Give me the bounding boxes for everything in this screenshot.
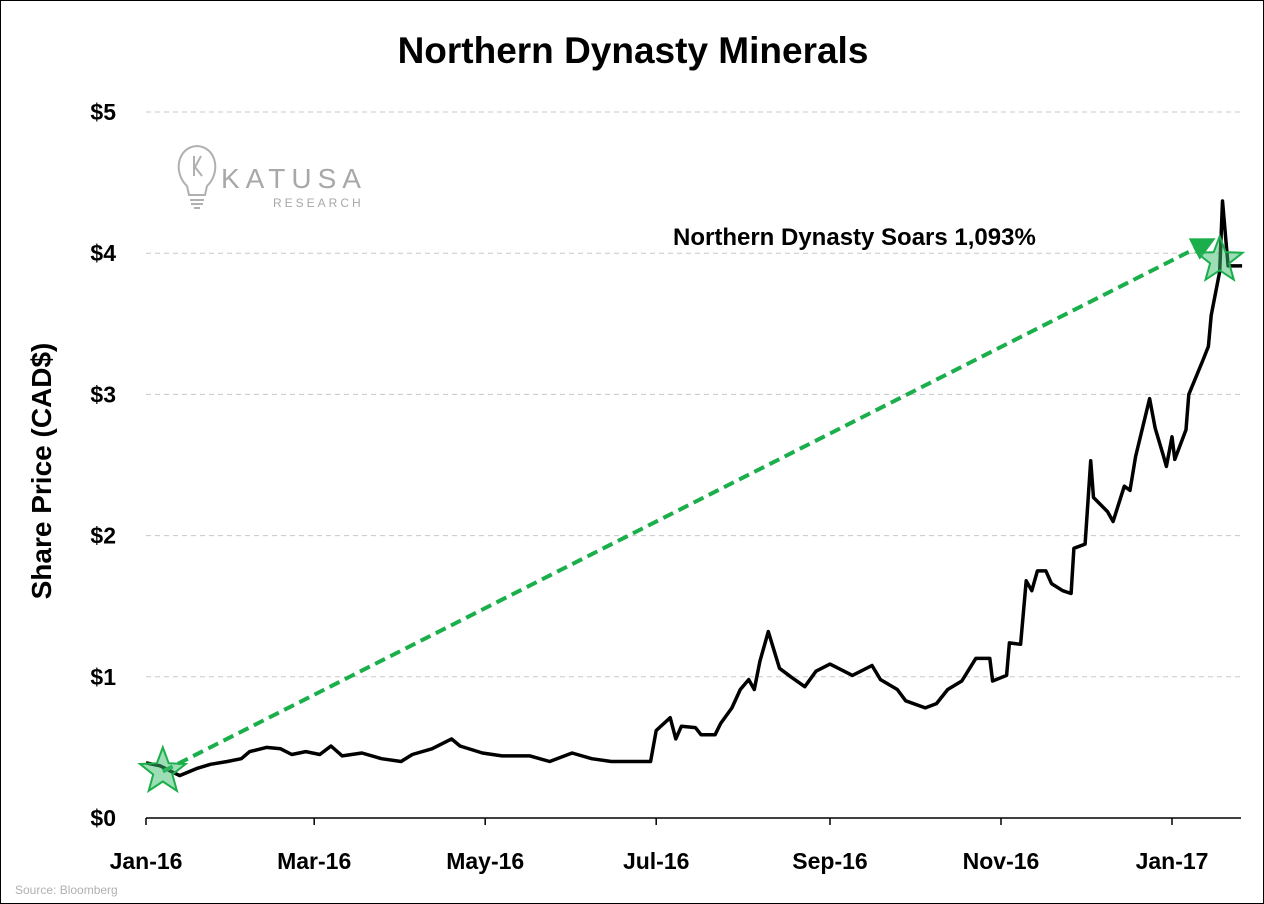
y-tick-label: $0 [90, 805, 116, 831]
chart-title: Northern Dynasty Minerals [398, 30, 869, 71]
growth-arrow [161, 238, 1216, 774]
y-tick-label: $1 [90, 664, 116, 690]
y-tick-label: $3 [90, 381, 116, 407]
x-tick-label: Nov-16 [963, 848, 1040, 874]
x-tick-label: Mar-16 [277, 848, 351, 874]
price-line [145, 199, 1243, 778]
annotation-label: Northern Dynasty Soars 1,093% [673, 224, 1036, 251]
end-star-icon [1194, 233, 1246, 283]
y-tick-label: $2 [90, 523, 116, 549]
katusa-logo: KATUSA RESEARCH [177, 144, 367, 210]
logo-sub: RESEARCH [273, 196, 364, 210]
y-tick-label: $5 [90, 99, 116, 125]
x-tick-label: Sep-16 [792, 848, 867, 874]
source-note: Source: Bloomberg [15, 883, 118, 897]
x-tick-label: Jan-16 [110, 848, 183, 874]
y-axis-label: Share Price (CAD$) [26, 343, 57, 600]
start-star-icon [137, 744, 189, 794]
y-tick-label: $4 [90, 240, 116, 266]
x-tick-label: Jan-17 [1136, 848, 1209, 874]
x-tick-label: Jul-16 [623, 848, 689, 874]
lightbulb-icon [177, 144, 217, 209]
logo-name: KATUSA [221, 163, 367, 194]
x-tick-label: May-16 [446, 848, 524, 874]
